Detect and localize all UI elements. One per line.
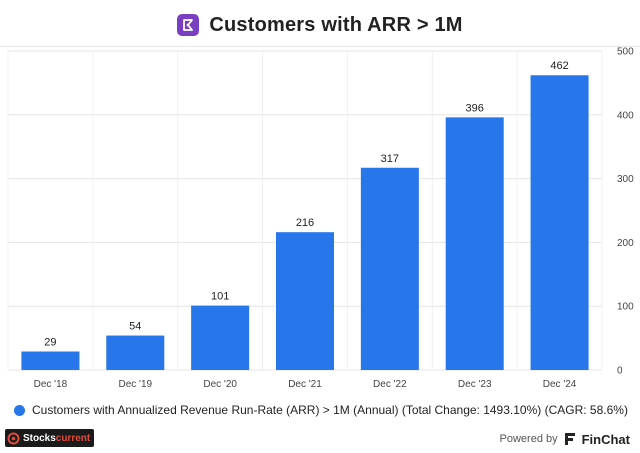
x-tick-label: Dec '21 xyxy=(288,379,322,390)
legend-label: Customers with Annualized Revenue Run-Ra… xyxy=(32,403,628,417)
chart-legend[interactable]: Customers with Annualized Revenue Run-Ra… xyxy=(14,402,628,418)
y-tick-label: 100 xyxy=(617,302,634,313)
bar[interactable] xyxy=(106,335,165,370)
chart-title: Customers with ARR > 1M xyxy=(209,13,463,36)
bar-value-label: 101 xyxy=(211,291,229,303)
x-tick-label: Dec '23 xyxy=(458,379,492,390)
stockscurrent-logo: Stockscurrent xyxy=(5,429,95,447)
legend-dot-icon xyxy=(14,404,25,416)
x-tick-label: Dec '19 xyxy=(118,379,152,390)
bar[interactable] xyxy=(276,232,334,370)
bar-value-label: 216 xyxy=(296,217,314,229)
x-tick-label: Dec '20 xyxy=(203,379,237,390)
x-tick-label: Dec '24 xyxy=(543,379,577,390)
stockscurrent-icon xyxy=(7,432,20,444)
chart-header: Customers with ARR > 1M xyxy=(0,10,640,40)
chart-bars xyxy=(21,75,589,371)
header-divider xyxy=(0,46,640,47)
finchat-logo-icon xyxy=(564,433,575,445)
bar-value-label: 462 xyxy=(550,60,568,72)
bar[interactable] xyxy=(530,75,589,370)
powered-by-label: Powered by xyxy=(499,433,558,445)
bar-chart: 0 100 200 300 400 500 29 Dec '18 54 Dec '19 101 Dec… xyxy=(7,47,634,391)
bar[interactable] xyxy=(360,167,419,370)
bar-value-label: 317 xyxy=(381,153,399,165)
company-logo-icon xyxy=(177,14,200,36)
bar[interactable] xyxy=(191,305,250,370)
y-tick-label: 0 xyxy=(617,366,623,377)
bar[interactable] xyxy=(21,351,80,370)
y-tick-label: 500 xyxy=(617,47,634,58)
bar-value-label: 29 xyxy=(44,336,56,348)
bar-value-label: 54 xyxy=(129,321,141,333)
x-tick-label: Dec '22 xyxy=(373,379,407,390)
chart-labels: 0 100 200 300 400 500 29 Dec '18 54 Dec '19 101 Dec… xyxy=(34,47,634,391)
y-tick-label: 200 xyxy=(617,238,634,249)
bar[interactable] xyxy=(445,117,504,371)
x-tick-label: Dec '18 xyxy=(34,379,68,390)
y-tick-label: 300 xyxy=(617,174,634,185)
stockscurrent-suffix: current xyxy=(55,432,91,444)
powered-by-finchat: Powered by FinChat xyxy=(500,430,630,448)
finchat-brand: FinChat xyxy=(581,431,630,447)
stockscurrent-prefix: Stocks xyxy=(23,432,56,444)
bar-value-label: 396 xyxy=(466,102,484,114)
y-tick-label: 400 xyxy=(617,110,634,121)
chart-grid xyxy=(7,50,603,371)
